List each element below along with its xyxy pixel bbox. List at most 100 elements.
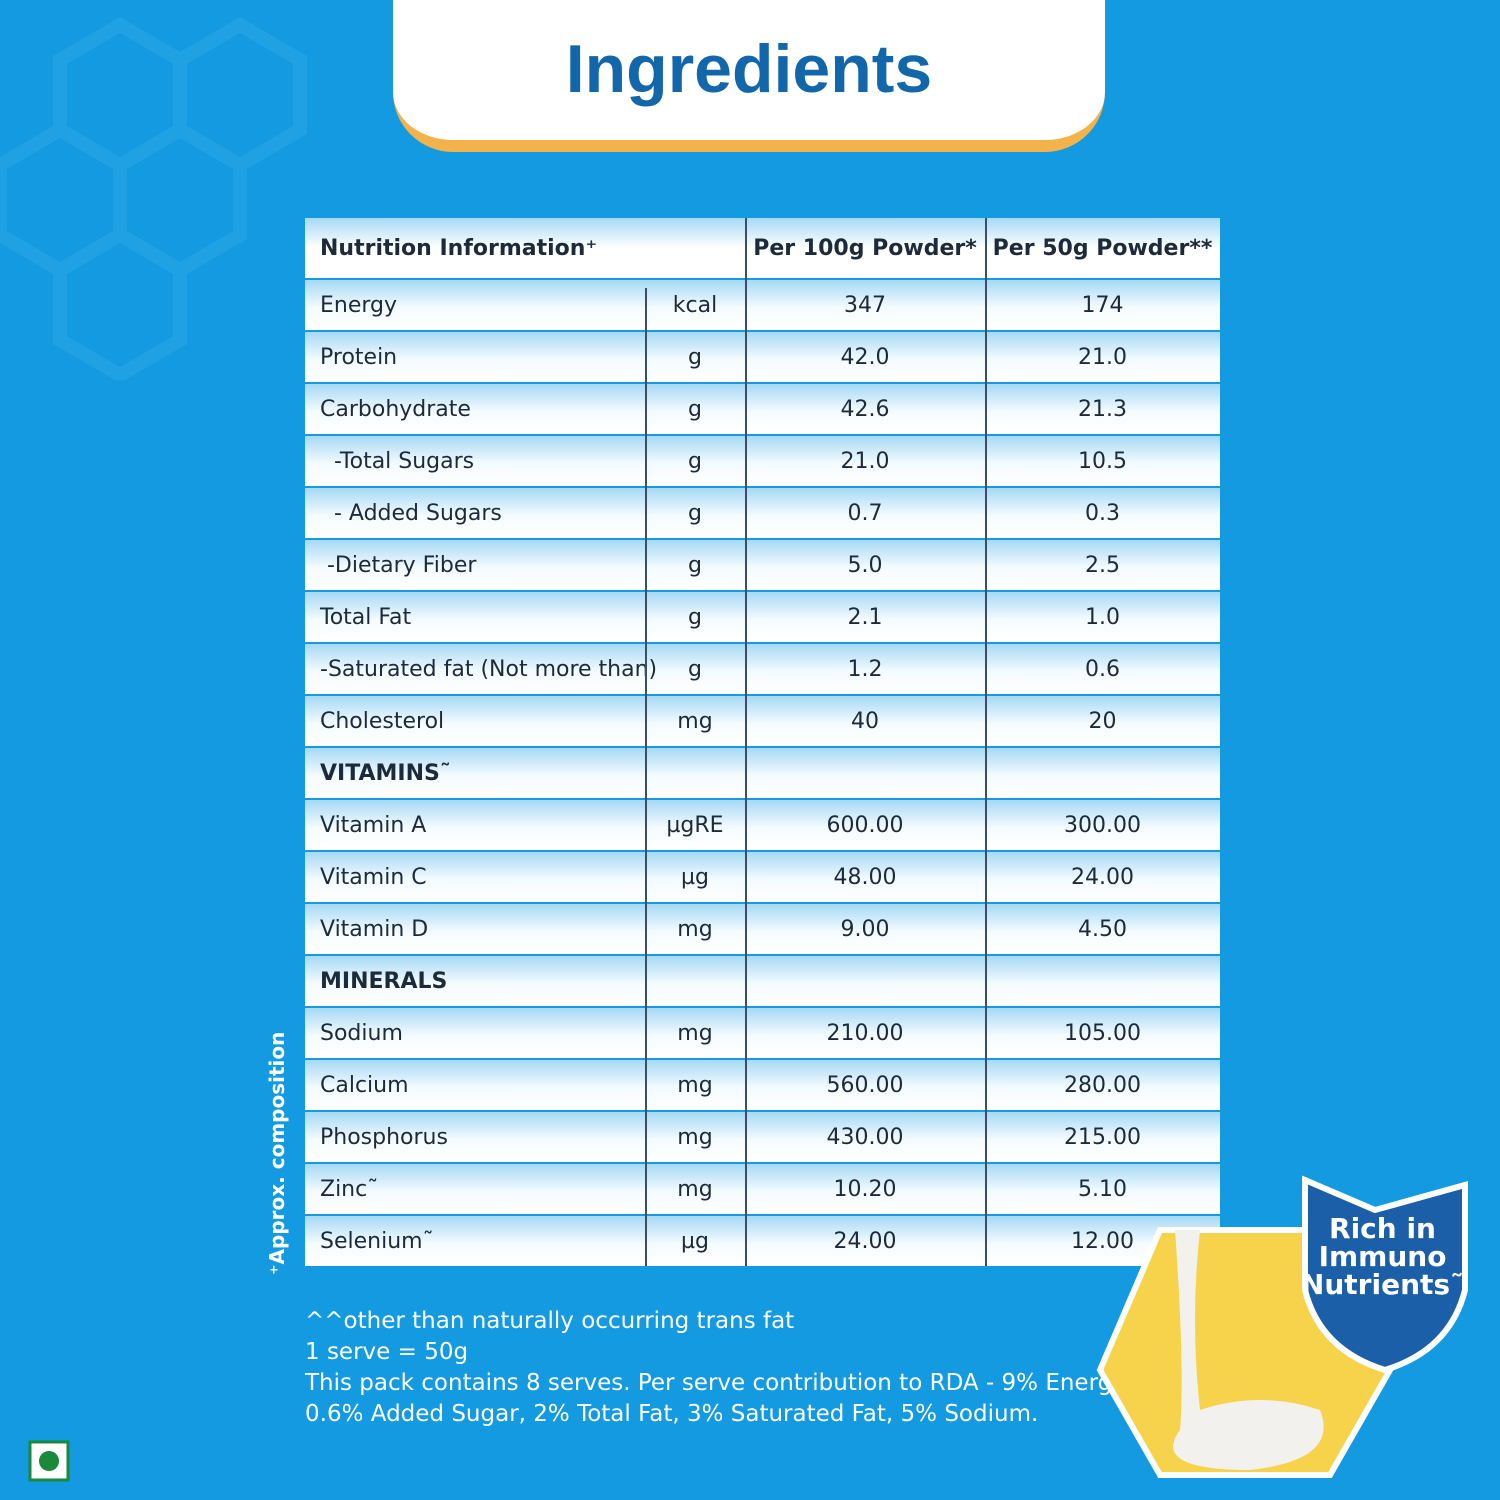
milk-badge-art [1096, 1175, 1468, 1478]
footnote: ^^other than naturally occurring trans f… [305, 1308, 795, 1334]
row-bg [305, 436, 1220, 486]
footnote: This pack contains 8 serves. Per serve c… [305, 1370, 1134, 1396]
unit: g [688, 396, 702, 422]
amount: 347 [844, 292, 886, 318]
unit: µg [681, 1228, 709, 1254]
row-bg [305, 384, 1220, 434]
veg-mark [28, 1440, 70, 1482]
amount: 0.6 [1085, 656, 1120, 682]
nutrient-name: Vitamin A [320, 812, 427, 838]
row-bg [305, 1164, 1220, 1214]
amount: 48.00 [833, 864, 897, 890]
unit: mg [677, 708, 713, 734]
row-bg [305, 332, 1220, 382]
nutrient-name: Energy [320, 292, 398, 318]
amount: 0.7 [847, 500, 883, 526]
unit: g [688, 344, 702, 370]
unit: µgRE [666, 812, 724, 838]
amount: 21.0 [1078, 344, 1127, 370]
row-bg [305, 1216, 1220, 1266]
row-bg [305, 748, 1220, 798]
row-bg [305, 488, 1220, 538]
nutrient-name: Phosphorus [320, 1124, 448, 1150]
amount: 10.5 [1078, 448, 1127, 474]
amount: 10.20 [833, 1176, 897, 1202]
amount: 40 [851, 708, 879, 734]
unit: mg [677, 1124, 713, 1150]
unit: g [688, 604, 702, 630]
amount: 215.00 [1064, 1124, 1141, 1150]
column-divider [745, 218, 747, 1266]
row-bg [305, 280, 1220, 330]
row-bg [305, 852, 1220, 902]
nutrient-name: MINERALS [320, 968, 448, 994]
row-bg [305, 592, 1220, 642]
amount: 24.00 [1071, 864, 1134, 890]
title-card [393, 0, 1105, 152]
unit: mg [677, 1072, 713, 1098]
nutrition-table: Nutrition Information⁺ Per 100g Powder* Pe… [305, 218, 1220, 1266]
amount: 105.00 [1064, 1020, 1141, 1046]
footnote: 0.6% Added Sugar, 2% Total Fat, 3% Satur… [305, 1401, 1039, 1427]
amount: 4.50 [1078, 916, 1127, 942]
nutrient-name: Cholesterol [320, 708, 445, 734]
row-bg [305, 1008, 1220, 1058]
nutrient-name: Vitamin D [320, 916, 429, 942]
nutrient-name: -Saturated fat (Not more than) [320, 656, 658, 682]
amount: 5.0 [847, 552, 883, 578]
nutrient-name: Zinc˜ [320, 1176, 379, 1202]
nutrient-name: Vitamin C [320, 864, 427, 890]
amount: 21.0 [840, 448, 890, 474]
badge-text: Rich in Immuno Nutrients˜ [1300, 1215, 1465, 1299]
amount: 1.0 [1085, 604, 1120, 630]
row-bg [305, 644, 1220, 694]
amount: 600.00 [826, 812, 904, 838]
amount: 12.00 [1071, 1228, 1134, 1254]
amount: 210.00 [826, 1020, 904, 1046]
unit: g [688, 552, 702, 578]
title: Ingredients [565, 31, 933, 107]
amount: 2.1 [847, 604, 883, 630]
amount: 430.00 [826, 1124, 904, 1150]
amount: 300.00 [1064, 812, 1141, 838]
footnote: 1 serve = 50g [305, 1339, 469, 1365]
row-bg [305, 904, 1220, 954]
nutrient-name: Total Fat [320, 604, 412, 630]
unit: kcal [672, 292, 718, 318]
row-bg [305, 956, 1220, 1006]
hexagon-pattern [0, 16, 307, 380]
nutrient-name: VITAMINS˜ [320, 760, 451, 786]
row-bg [305, 1060, 1220, 1110]
nutrient-name: -Dietary Fiber [320, 552, 477, 578]
column-divider [645, 288, 647, 1266]
row-bg [305, 540, 1220, 590]
amount: 9.00 [840, 916, 890, 942]
nutrient-name: - Added Sugars [320, 500, 502, 526]
amount: 0.3 [1085, 500, 1120, 526]
nutrient-name: Carbohydrate [320, 396, 471, 422]
amount: 2.5 [1085, 552, 1120, 578]
header-bg [305, 218, 1220, 278]
badge-line: Immuno [1318, 1240, 1447, 1273]
amount: 5.10 [1078, 1176, 1127, 1202]
nutrient-name: Protein [320, 344, 398, 370]
amount: 42.6 [840, 396, 890, 422]
unit: mg [677, 916, 713, 942]
amount: 1.2 [847, 656, 883, 682]
nutrient-name: Calcium [320, 1072, 409, 1098]
header-cell: Nutrition Information⁺ [320, 235, 598, 261]
row-bg [305, 696, 1220, 746]
header-cell: Per 100g Powder* [753, 235, 977, 261]
unit: g [688, 500, 702, 526]
nutrient-name: -Total Sugars [320, 448, 475, 474]
nutrient-name: Selenium˜ [320, 1228, 434, 1254]
unit: g [688, 448, 702, 474]
amount: 42.0 [840, 344, 890, 370]
amount: 560.00 [826, 1072, 904, 1098]
badge-line: Nutrients˜ [1300, 1268, 1465, 1301]
column-divider [985, 218, 987, 1266]
badge-line: Rich in [1329, 1212, 1436, 1245]
unit: mg [677, 1176, 713, 1202]
row-bg [305, 800, 1220, 850]
